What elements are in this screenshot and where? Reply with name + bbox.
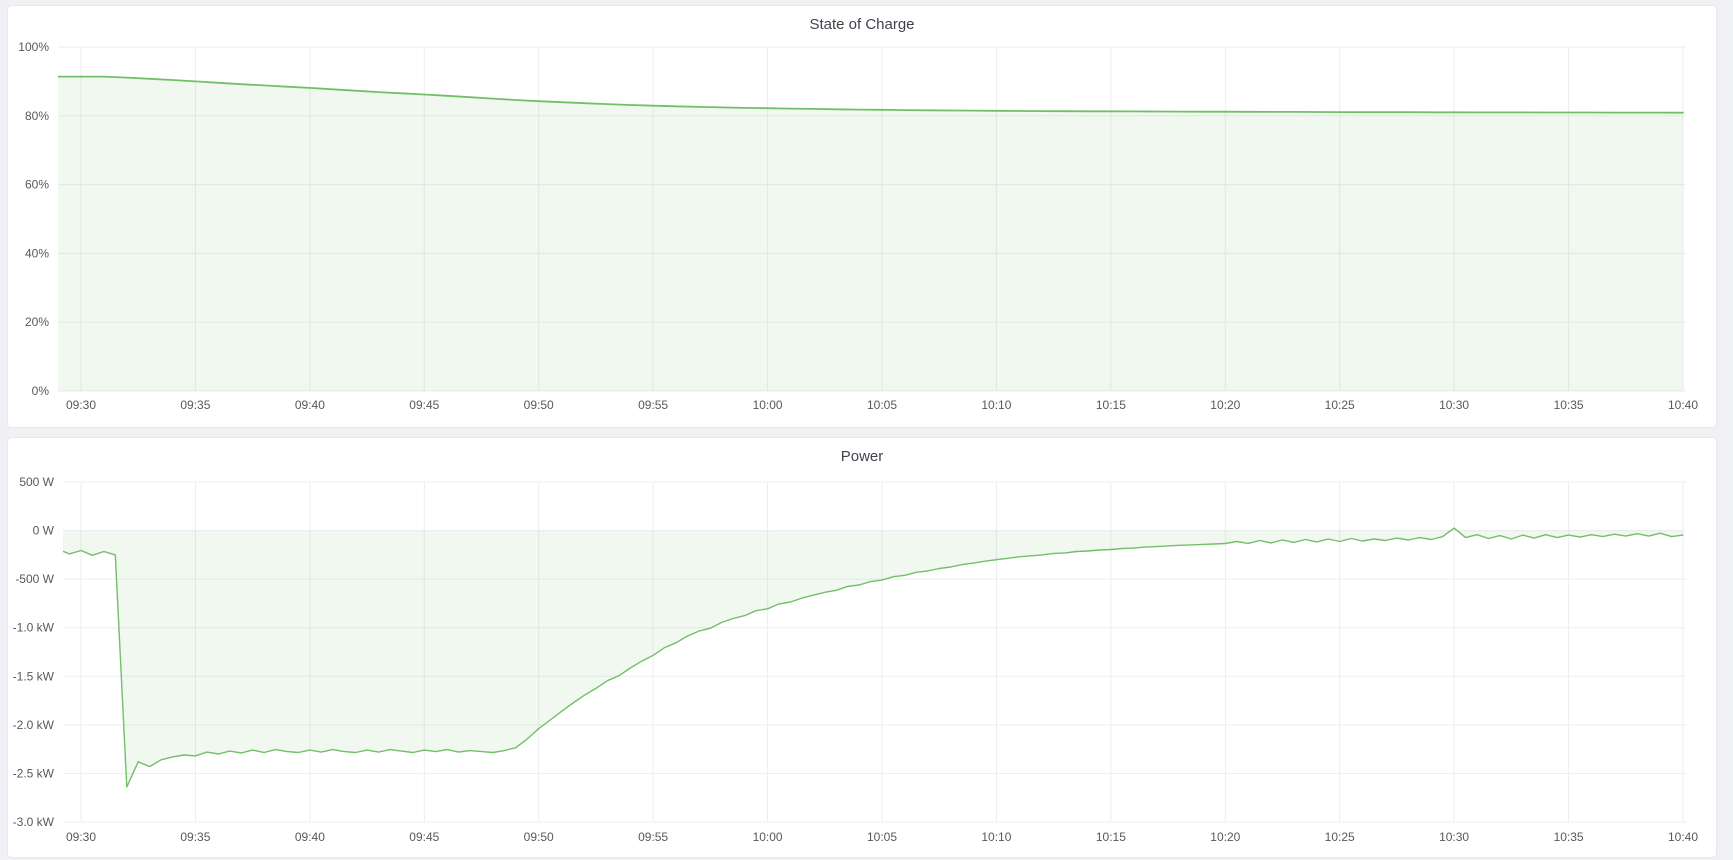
series-area-fill xyxy=(63,528,1683,787)
svg-text:10:05: 10:05 xyxy=(867,398,897,412)
svg-text:10:15: 10:15 xyxy=(1096,830,1126,844)
svg-text:-2.5 kW: -2.5 kW xyxy=(13,766,55,780)
svg-text:09:35: 09:35 xyxy=(180,398,210,412)
svg-text:10:40: 10:40 xyxy=(1668,830,1698,844)
svg-text:-500 W: -500 W xyxy=(15,572,54,586)
svg-text:09:35: 09:35 xyxy=(180,830,210,844)
state-of-charge-series xyxy=(58,75,1684,391)
svg-text:10:25: 10:25 xyxy=(1325,830,1355,844)
svg-text:09:40: 09:40 xyxy=(295,398,325,412)
svg-text:09:50: 09:50 xyxy=(524,398,554,412)
svg-text:-1.5 kW: -1.5 kW xyxy=(13,669,55,683)
svg-text:-2.0 kW: -2.0 kW xyxy=(13,718,55,732)
svg-text:10:30: 10:30 xyxy=(1439,830,1469,844)
power-panel: Power 500 W 0 W -500 W -1.0 kW -1.5 kW -2.0 k… xyxy=(7,437,1717,858)
series-line xyxy=(58,75,1684,114)
svg-text:40%: 40% xyxy=(25,246,49,260)
svg-text:09:40: 09:40 xyxy=(295,830,325,844)
grid-lines xyxy=(58,46,1686,392)
svg-text:0%: 0% xyxy=(32,384,50,398)
svg-text:10:30: 10:30 xyxy=(1439,398,1469,412)
svg-text:10:10: 10:10 xyxy=(981,398,1011,412)
svg-text:09:45: 09:45 xyxy=(409,398,439,412)
soc-chart-canvas[interactable]: 100%80%60%40%20%0%09:30 09:35 09:40 09:45 09… xyxy=(8,6,1718,427)
svg-text:10:20: 10:20 xyxy=(1210,830,1240,844)
svg-text:100%: 100% xyxy=(18,40,49,54)
svg-text:-3.0 kW: -3.0 kW xyxy=(13,815,55,829)
svg-text:60%: 60% xyxy=(25,178,49,192)
svg-text:10:15: 10:15 xyxy=(1096,398,1126,412)
power-panel-title[interactable]: Power xyxy=(840,448,884,465)
svg-text:10:00: 10:00 xyxy=(753,398,783,412)
soc-panel-title[interactable]: State of Charge xyxy=(809,16,915,33)
svg-text:10:05: 10:05 xyxy=(867,830,897,844)
series-line xyxy=(63,527,1684,788)
y-axis-labels: 100% 80% 60% 40% 20% 0% xyxy=(18,40,49,398)
grid-lines xyxy=(63,481,1686,823)
svg-text:09:55: 09:55 xyxy=(638,398,668,412)
svg-text:10:20: 10:20 xyxy=(1210,398,1240,412)
x-axis-labels: 09:30 09:35 09:40 09:45 09:50 09:55 10:00 10:05… xyxy=(66,398,1698,412)
svg-text:09:45: 09:45 xyxy=(409,830,439,844)
svg-text:09:50: 09:50 xyxy=(524,830,554,844)
svg-text:500 W: 500 W xyxy=(19,475,54,489)
svg-text:10:35: 10:35 xyxy=(1554,398,1584,412)
svg-text:10:25: 10:25 xyxy=(1325,398,1355,412)
svg-text:0 W: 0 W xyxy=(33,524,55,538)
svg-text:09:55: 09:55 xyxy=(638,830,668,844)
series-area-fill xyxy=(58,76,1684,391)
soc-panel: State of Charge 100% 80% 60% 40% 20% 0% 09:30 0… xyxy=(7,5,1717,428)
svg-text:09:30: 09:30 xyxy=(66,830,96,844)
power-chart-canvas[interactable]: 500 W 0 W -500 W -1.0 kW -1.5 kW -2.0 kW -2.5 … xyxy=(8,438,1718,857)
power-series xyxy=(63,527,1684,788)
svg-text:10:10: 10:10 xyxy=(981,830,1011,844)
svg-text:10:35: 10:35 xyxy=(1554,830,1584,844)
svg-text:10:40: 10:40 xyxy=(1668,398,1698,412)
svg-text:-1.0 kW: -1.0 kW xyxy=(13,621,55,635)
y-axis-labels: 500 W 0 W -500 W -1.0 kW -1.5 kW -2.0 kW -2.5 … xyxy=(13,475,55,829)
x-axis-labels: 09:30 09:35 09:40 09:45 09:50 09:55 10:00 10:05… xyxy=(66,830,1698,844)
svg-text:10:00: 10:00 xyxy=(753,830,783,844)
svg-text:20%: 20% xyxy=(25,315,49,329)
svg-text:80%: 80% xyxy=(25,109,49,123)
svg-text:09:30: 09:30 xyxy=(66,398,96,412)
